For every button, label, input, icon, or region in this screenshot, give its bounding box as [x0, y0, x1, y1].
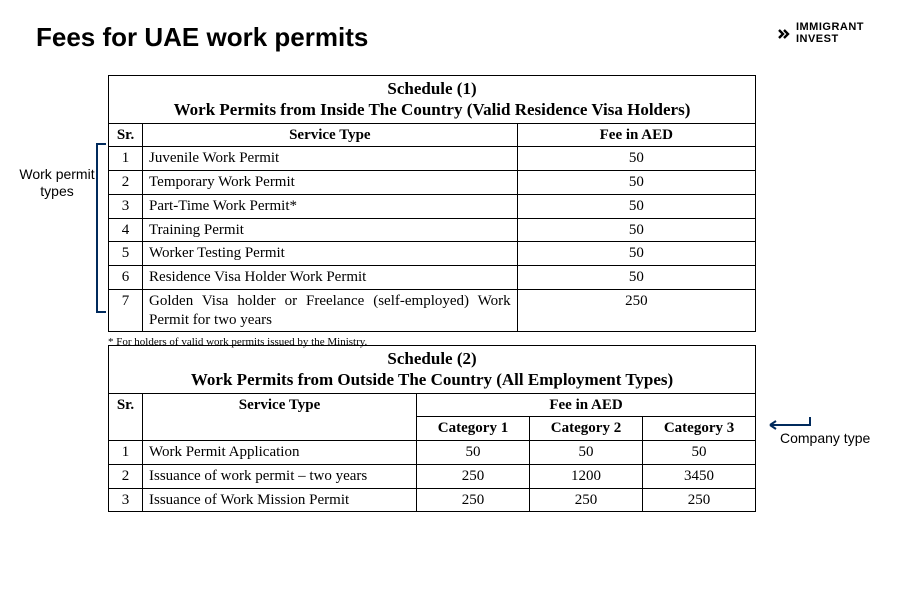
- table-row: 2Issuance of work permit – two years2501…: [109, 464, 756, 488]
- cell: Juvenile Work Permit: [143, 147, 518, 171]
- cell: 50: [530, 441, 643, 465]
- col-cat1: Category 1: [417, 417, 530, 441]
- page-title: Fees for UAE work permits: [36, 22, 368, 53]
- col-cat2: Category 2: [530, 417, 643, 441]
- annotation-company-type: Company type: [780, 430, 880, 447]
- schedule1-title: Schedule (1) Work Permits from Inside Th…: [109, 76, 756, 124]
- annotation-work-permit-types: Work permit types: [10, 166, 104, 200]
- schedule2-container: Schedule (2) Work Permits from Outside T…: [108, 345, 756, 512]
- brand-logo: IMMIGRANT INVEST: [778, 22, 864, 45]
- cell: 4: [109, 218, 143, 242]
- cell: 50: [417, 441, 530, 465]
- cell: 1: [109, 441, 143, 465]
- table-row: 1Juvenile Work Permit50: [109, 147, 756, 171]
- table-row: 4Training Permit50: [109, 218, 756, 242]
- table-row: 6Residence Visa Holder Work Permit50: [109, 266, 756, 290]
- cell: Worker Testing Permit: [143, 242, 518, 266]
- cell: Residence Visa Holder Work Permit: [143, 266, 518, 290]
- cell: 50: [517, 218, 755, 242]
- col-fee: Fee in AED: [517, 123, 755, 147]
- brand-line1: IMMIGRANT: [796, 22, 864, 34]
- brand-chevrons-icon: [778, 27, 792, 41]
- cell: 5: [109, 242, 143, 266]
- col-service: Service Type: [143, 393, 417, 441]
- cell: 250: [417, 464, 530, 488]
- schedule2-title-line1: Schedule (2): [387, 349, 476, 368]
- schedule1-title-line2: Work Permits from Inside The Country (Va…: [174, 100, 691, 119]
- col-sr: Sr.: [109, 393, 143, 441]
- cell: 3450: [643, 464, 756, 488]
- schedule2-title: Schedule (2) Work Permits from Outside T…: [109, 346, 756, 394]
- cell: Golden Visa holder or Freelance (self-em…: [143, 289, 518, 332]
- cell: Issuance of Work Mission Permit: [143, 488, 417, 512]
- col-service: Service Type: [143, 123, 518, 147]
- cell: Training Permit: [143, 218, 518, 242]
- cell: 250: [530, 488, 643, 512]
- table-row: Sr. Service Type Fee in AED: [109, 393, 756, 417]
- schedule1-title-line1: Schedule (1): [387, 79, 476, 98]
- cell: Issuance of work permit – two years: [143, 464, 417, 488]
- cell: 3: [109, 194, 143, 218]
- table-row: 5Worker Testing Permit50: [109, 242, 756, 266]
- col-fee: Fee in AED: [417, 393, 756, 417]
- schedule2-table: Schedule (2) Work Permits from Outside T…: [108, 345, 756, 512]
- cell: Temporary Work Permit: [143, 171, 518, 195]
- col-sr: Sr.: [109, 123, 143, 147]
- table-row: Sr. Service Type Fee in AED: [109, 123, 756, 147]
- cell: 50: [517, 194, 755, 218]
- cell: Part-Time Work Permit*: [143, 194, 518, 218]
- table-row: 3Part-Time Work Permit*50: [109, 194, 756, 218]
- schedule1-container: Schedule (1) Work Permits from Inside Th…: [108, 75, 756, 348]
- cell: 2: [109, 171, 143, 195]
- cell: 7: [109, 289, 143, 332]
- arrow-right-icon: [760, 413, 820, 431]
- cell: 50: [517, 242, 755, 266]
- cell: 2: [109, 464, 143, 488]
- cell: 250: [517, 289, 755, 332]
- cell: Work Permit Application: [143, 441, 417, 465]
- cell: 50: [517, 266, 755, 290]
- cell: 1: [109, 147, 143, 171]
- table-row: 1Work Permit Application505050: [109, 441, 756, 465]
- table-row: 2Temporary Work Permit50: [109, 171, 756, 195]
- cell: 250: [643, 488, 756, 512]
- cell: 50: [643, 441, 756, 465]
- col-cat3: Category 3: [643, 417, 756, 441]
- table-row: Schedule (2) Work Permits from Outside T…: [109, 346, 756, 394]
- cell: 50: [517, 147, 755, 171]
- table-row: Schedule (1) Work Permits from Inside Th…: [109, 76, 756, 124]
- brand-line2: INVEST: [796, 34, 864, 46]
- cell: 250: [417, 488, 530, 512]
- schedule2-title-line2: Work Permits from Outside The Country (A…: [191, 370, 673, 389]
- table-row: 3Issuance of Work Mission Permit25025025…: [109, 488, 756, 512]
- cell: 50: [517, 171, 755, 195]
- cell: 1200: [530, 464, 643, 488]
- cell: 6: [109, 266, 143, 290]
- cell: 3: [109, 488, 143, 512]
- schedule1-table: Schedule (1) Work Permits from Inside Th…: [108, 75, 756, 332]
- table-row: 7Golden Visa holder or Freelance (self-e…: [109, 289, 756, 332]
